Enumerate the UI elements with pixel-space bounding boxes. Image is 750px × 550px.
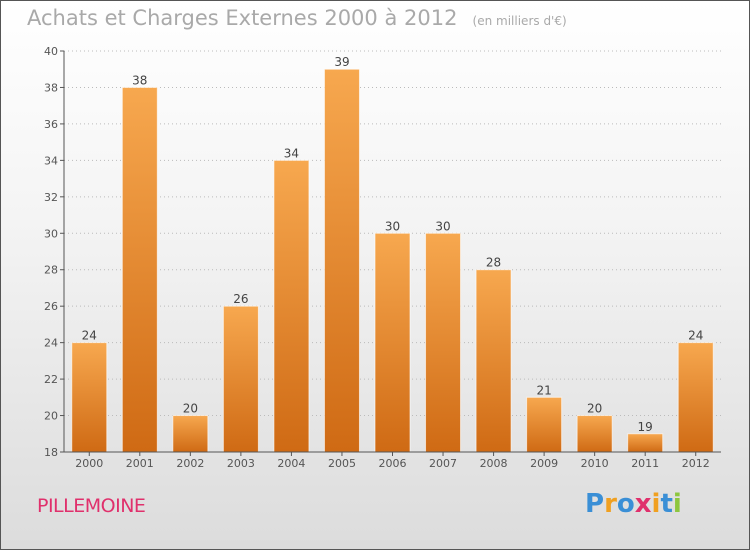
- y-tick-label: 22: [44, 373, 58, 386]
- bar-value-label: 20: [587, 402, 602, 416]
- bar: [222, 305, 259, 453]
- x-tick-label: 2009: [530, 457, 558, 470]
- y-tick-label: 18: [44, 446, 58, 459]
- bar-value-label: 21: [536, 383, 551, 397]
- brand-letter: o: [616, 489, 635, 519]
- y-tick-label: 28: [44, 264, 58, 277]
- bar-value-label: 26: [233, 292, 248, 306]
- bar-value-label: 30: [435, 219, 450, 233]
- y-tick-label: 38: [44, 81, 58, 94]
- bar: [172, 415, 209, 453]
- bar-value-label: 20: [183, 402, 198, 416]
- brand-letter: i: [651, 489, 661, 519]
- y-tick-label: 26: [44, 300, 58, 313]
- y-tick-label: 40: [44, 45, 58, 58]
- brand-letter: r: [604, 489, 617, 519]
- bar: [526, 396, 563, 453]
- brand-letter: P: [585, 489, 605, 519]
- x-tick-label: 2002: [176, 457, 204, 470]
- y-tick-label: 32: [44, 191, 58, 204]
- bar: [677, 342, 714, 453]
- place-name: PILLEMOINE: [37, 495, 146, 517]
- x-tick-label: 2007: [429, 457, 457, 470]
- y-tick-label: 30: [44, 227, 58, 240]
- bar: [323, 68, 360, 453]
- bar-value-label: 28: [486, 256, 501, 270]
- brand-letter: x: [634, 489, 652, 519]
- y-tick-label: 24: [44, 337, 58, 350]
- y-tick-label: 36: [44, 118, 58, 131]
- bar-value-label: 30: [385, 219, 400, 233]
- bar: [425, 232, 462, 453]
- bar: [627, 433, 664, 453]
- x-tick-label: 2004: [277, 457, 305, 470]
- brand-logo[interactable]: Proxiti: [585, 489, 682, 519]
- bar: [475, 269, 512, 453]
- bar: [273, 159, 310, 453]
- chart-subtitle: (en milliers d'€): [472, 14, 567, 28]
- bar-value-label: 38: [132, 73, 147, 87]
- brand-letter: i: [672, 489, 682, 519]
- x-tick-label: 2010: [581, 457, 609, 470]
- x-tick-label: 2005: [328, 457, 356, 470]
- x-tick-label: 2003: [227, 457, 255, 470]
- bar-value-label: 19: [638, 420, 653, 434]
- x-tick-label: 2008: [480, 457, 508, 470]
- x-tick-label: 2001: [126, 457, 154, 470]
- chart-title: Achats et Charges Externes 2000 à 2012: [27, 6, 458, 30]
- title-row: Achats et Charges Externes 2000 à 2012 (…: [27, 6, 567, 30]
- bar-value-label: 34: [284, 146, 299, 160]
- bar-value-label: 24: [82, 329, 97, 343]
- bar: [71, 342, 108, 453]
- x-tick-label: 2011: [631, 457, 659, 470]
- x-tick-label: 2006: [379, 457, 407, 470]
- bar: [374, 232, 411, 453]
- x-tick-label: 2012: [682, 457, 710, 470]
- bar-value-label: 39: [334, 55, 349, 69]
- y-tick-label: 20: [44, 410, 58, 423]
- bar: [121, 86, 158, 453]
- bar: [576, 415, 613, 453]
- x-tick-label: 2000: [75, 457, 103, 470]
- brand-letter: t: [660, 489, 673, 519]
- y-tick-label: 34: [44, 154, 58, 167]
- bar-value-label: 24: [688, 329, 703, 343]
